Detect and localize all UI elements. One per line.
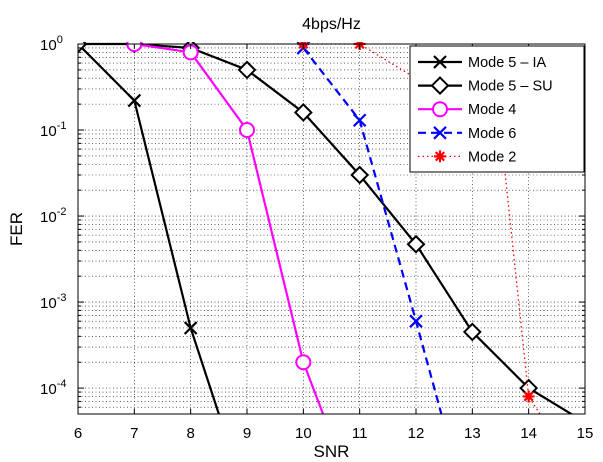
series-line (302, 47, 443, 414)
legend-label: Mode 6 (468, 126, 516, 142)
legend-marker (433, 126, 447, 140)
x-axis-title: SNR (314, 442, 350, 461)
y-tick-label: 10-1 (40, 120, 66, 140)
data-point-marker (350, 165, 370, 185)
x-tick-label: 14 (520, 425, 537, 442)
x-tick-label: 6 (74, 425, 82, 442)
data-point-marker (295, 354, 312, 371)
legend-marker (432, 101, 448, 118)
x-tick-label: 8 (186, 425, 194, 442)
legend-item: Mode 2 (418, 149, 516, 165)
series-line (78, 42, 574, 414)
legend-label: Mode 5 – SU (468, 79, 553, 95)
x-tick-label: 10 (295, 425, 312, 442)
x-tick-label: 7 (130, 425, 138, 442)
legend-label: Mode 5 – IA (468, 55, 547, 71)
data-point-marker (237, 60, 257, 80)
legend-label: Mode 2 (468, 149, 516, 165)
series-3 (126, 42, 325, 414)
legend-marker (433, 55, 447, 69)
x-tick-label: 9 (243, 425, 251, 442)
legend-item: Mode 5 – IA (418, 55, 547, 71)
legend-item: Mode 4 (418, 101, 516, 118)
x-tick-label: 13 (464, 425, 481, 442)
data-point-marker (239, 122, 255, 139)
series-line (134, 42, 325, 414)
series-line (78, 43, 220, 414)
data-point-marker (409, 314, 423, 328)
x-tick-label: 12 (408, 425, 425, 442)
data-point-marker (183, 321, 198, 335)
ticks: 6 7 8 9 10 11 12 13 14 15 100 10-1 10-2 10-3 10-4 (40, 34, 593, 442)
data-point-marker (462, 322, 482, 342)
legend-marker (430, 76, 450, 96)
legend-item: Mode 5 – SU (418, 76, 553, 96)
chart-title: 4bps/Hz (302, 16, 361, 33)
data-point-marker (127, 93, 142, 108)
y-axis-title: FER (7, 212, 26, 246)
legend-label: Mode 4 (468, 102, 516, 118)
y-tick-label: 100 (40, 34, 63, 54)
legend-item: Mode 6 (418, 126, 516, 142)
legend-marker (434, 150, 446, 163)
data-point-marker (352, 113, 367, 128)
x-tick-label: 15 (577, 425, 594, 442)
y-tick-label: 10-4 (40, 378, 66, 398)
series-1 (78, 42, 220, 414)
data-point-marker (406, 234, 426, 254)
x-tick-label: 11 (352, 425, 368, 442)
data-point-marker (293, 103, 313, 122)
data-point-marker (522, 390, 535, 403)
y-tick-label: 10-2 (40, 206, 66, 226)
y-tick-label: 10-3 (40, 292, 66, 312)
legend: Mode 5 – IA Mode 5 – SU Mode 4 Mode 6 Mode 2 (409, 45, 585, 173)
